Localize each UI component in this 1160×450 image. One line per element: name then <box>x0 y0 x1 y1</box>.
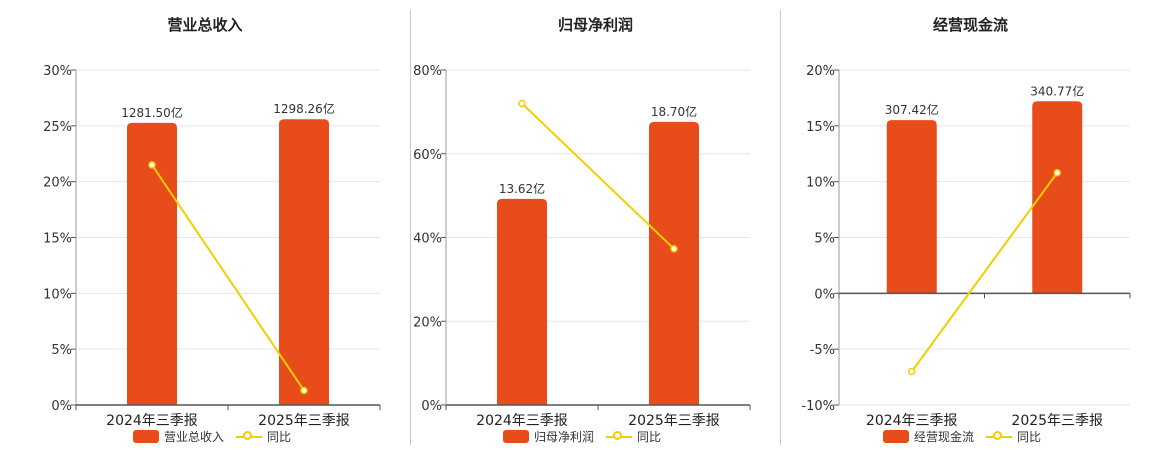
yoy-point <box>1053 168 1061 177</box>
legend-bar-swatch <box>883 430 909 443</box>
yoy-line <box>151 164 305 392</box>
x-tick-label: 2024年三季报 <box>476 413 568 429</box>
y-tick-label: 15% <box>806 120 835 135</box>
legend-bar-swatch <box>503 430 529 443</box>
x-tick-label: 2024年三季报 <box>866 413 958 429</box>
legend-line-icon <box>986 430 1013 443</box>
y-tick-label: 10% <box>806 176 835 191</box>
yoy-point <box>908 367 916 376</box>
panel-divider <box>410 10 411 445</box>
y-tick-label: 0% <box>421 399 442 414</box>
y-tick-label: 80% <box>413 64 442 79</box>
y-tick-label: -10% <box>801 399 835 414</box>
bar-data-label: 13.62亿 <box>499 181 545 196</box>
y-tick-label: 5% <box>51 343 72 358</box>
y-tick-label: 20% <box>43 176 72 191</box>
chart-panel-net-profit: 归母净利润 0% 20% 40% 60% 80% 13.62亿 18.70亿 2024年三季报… <box>411 0 780 450</box>
y-tick-label: 20% <box>806 64 835 79</box>
bar-data-label: 1298.26亿 <box>273 101 335 116</box>
y-tick-label: 40% <box>413 232 442 247</box>
yoy-line <box>521 102 675 250</box>
y-tick-label: 25% <box>43 120 72 135</box>
bar-data-label: 18.70亿 <box>651 104 697 119</box>
yoy-line <box>910 172 1059 373</box>
y-tick-label: 0% <box>814 287 835 302</box>
bar-data-label: 1281.50亿 <box>121 105 183 120</box>
yoy-point <box>148 161 156 169</box>
y-tick-label: -5% <box>810 343 835 358</box>
x-tick-label: 2024年三季报 <box>106 413 198 429</box>
panel-divider <box>780 10 781 445</box>
x-tick-label: 2025年三季报 <box>628 413 720 429</box>
chart-legend-cash-flow[interactable]: 经营现金流 同比 <box>883 428 1041 445</box>
x-tick-label: 2025年三季报 <box>258 413 350 429</box>
chart-panel-revenue: 营业总收入 0% 5% 10% 15% 20% 25% 30% 1281.50亿 1298.26… <box>0 0 410 450</box>
chart-legend-net-profit[interactable]: 归母净利润 同比 <box>503 428 661 445</box>
cash-flow-chart-canvas: -10% -5% 0% 5% 10% 15% 20% 307.42亿 340.77亿 2024年三… <box>801 64 1131 429</box>
chart-title-net-profit: 归母净利润 <box>557 16 633 34</box>
bar-data-label: 307.42亿 <box>885 102 939 117</box>
legend-bar-label: 归母净利润 <box>534 430 595 444</box>
chart-legend-revenue[interactable]: 营业总收入 同比 <box>133 428 291 445</box>
legend-line-icon <box>236 430 263 443</box>
bar-data-label: 340.77亿 <box>1030 83 1084 98</box>
y-tick-label: 10% <box>43 287 72 302</box>
yoy-point <box>300 386 308 395</box>
chart-title-cash-flow: 经营现金流 <box>932 16 1008 34</box>
y-tick-label: 15% <box>43 232 72 247</box>
revenue-chart-canvas: 0% 5% 10% 15% 20% 25% 30% 1281.50亿 1298.26亿 2024年… <box>43 64 381 429</box>
bar <box>1032 101 1083 294</box>
legend-bar-label: 经营现金流 <box>914 430 975 444</box>
y-tick-label: 60% <box>413 148 442 163</box>
bar <box>497 198 547 405</box>
legend-line-label: 同比 <box>267 430 292 444</box>
legend-bar-label: 营业总收入 <box>164 430 225 444</box>
bar <box>649 121 699 406</box>
y-tick-label: 30% <box>43 64 72 79</box>
x-tick-label: 2025年三季报 <box>1011 413 1103 429</box>
y-tick-label: 20% <box>413 315 442 330</box>
legend-bar-swatch <box>133 430 159 443</box>
bar <box>279 119 329 406</box>
chart-title-revenue: 营业总收入 <box>167 16 243 34</box>
y-tick-label: 5% <box>814 232 835 247</box>
legend-line-label: 同比 <box>637 430 662 444</box>
yoy-point <box>518 99 526 108</box>
chart-panel-cash-flow: 经营现金流 -10% -5% 0% 5% 10% 15% 20% 307.42亿 340.77亿… <box>781 0 1160 450</box>
yoy-point <box>670 245 678 253</box>
bar <box>127 122 177 406</box>
legend-line-icon <box>606 430 633 443</box>
y-tick-label: 0% <box>51 399 72 414</box>
bar <box>886 120 937 294</box>
net-profit-chart-canvas: 0% 20% 40% 60% 80% 13.62亿 18.70亿 2024年三季报 2025年三… <box>413 64 751 429</box>
legend-line-label: 同比 <box>1017 430 1042 444</box>
